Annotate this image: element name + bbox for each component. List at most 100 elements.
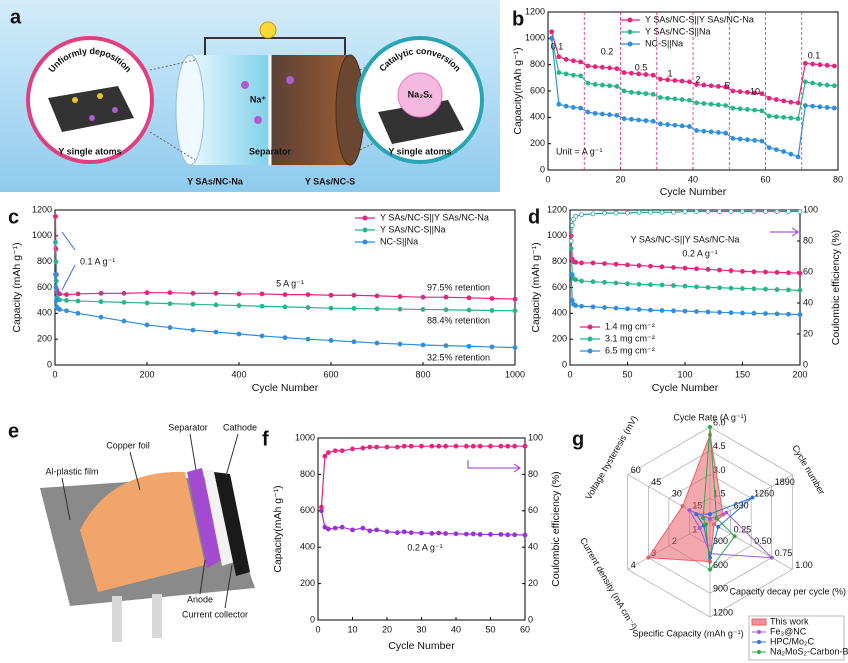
data-point <box>394 444 400 450</box>
data-point <box>686 79 692 85</box>
label: Current collector <box>182 609 248 619</box>
tick-label: 0.75 <box>775 548 793 558</box>
panel-letter: c <box>8 206 19 228</box>
data-point <box>568 246 574 252</box>
data-point <box>579 278 584 284</box>
data-point <box>708 129 714 135</box>
data-point <box>470 443 476 449</box>
data-point <box>419 443 424 449</box>
data-point <box>374 444 380 450</box>
data-point <box>797 287 803 293</box>
ion-label: Na⁺ <box>250 94 267 104</box>
data-point <box>360 525 366 531</box>
y2-tick-label: 40 <box>803 297 813 307</box>
data-point <box>590 304 596 310</box>
data-point <box>646 555 651 560</box>
data-point <box>705 309 711 315</box>
data-point <box>831 105 837 111</box>
tick-label: 1.00 <box>795 560 813 570</box>
data-point <box>429 443 435 449</box>
data-point <box>614 83 620 89</box>
data-point <box>625 281 630 287</box>
data-point <box>628 116 634 122</box>
y-tick-label: 0 <box>47 359 52 369</box>
data-point <box>568 238 574 244</box>
data-point <box>350 446 355 452</box>
y2-tick-label: 60 <box>803 266 813 276</box>
data-point <box>53 214 58 219</box>
data-point <box>443 531 449 536</box>
data-point <box>786 287 791 293</box>
data-point <box>466 343 472 349</box>
series-line <box>551 38 835 158</box>
data-point <box>599 82 605 88</box>
data-point <box>657 95 663 100</box>
data-point <box>643 91 649 97</box>
data-point <box>328 292 334 298</box>
data-point <box>730 135 736 141</box>
data-point <box>705 285 711 290</box>
data-point <box>556 54 562 60</box>
y-tick-label: 800 <box>37 256 52 266</box>
data-point <box>636 281 642 287</box>
data-point <box>751 286 757 292</box>
data-point <box>522 443 528 449</box>
leader <box>189 433 197 471</box>
copper-foil <box>80 471 205 592</box>
legend-marker <box>587 336 593 342</box>
left-circle-caption: Y single atoms <box>58 146 121 156</box>
x-tick-label: 400 <box>231 369 246 379</box>
data-point <box>682 308 688 314</box>
data-point <box>64 292 69 298</box>
tick-label: 300 <box>713 536 728 546</box>
x-tick-label: 30 <box>416 624 426 634</box>
data-point <box>831 63 837 69</box>
annotation: 88.4% retention <box>427 315 490 325</box>
data-point <box>144 322 150 328</box>
data-point <box>556 101 562 107</box>
data-point <box>665 77 671 83</box>
data-point <box>728 268 734 274</box>
legend-label: Y SAs/NC-S||Na <box>380 224 446 234</box>
data-point <box>744 107 750 112</box>
data-point <box>708 559 712 564</box>
data-point <box>636 209 642 215</box>
axis-label: Voltage hysteresis (mV) <box>583 414 639 501</box>
data-point <box>781 98 787 104</box>
data-point <box>625 262 630 268</box>
x-tick-label: 40 <box>688 174 698 184</box>
data-point <box>121 290 127 296</box>
arrow <box>467 460 521 473</box>
data-point <box>282 292 288 298</box>
x-axis-title: Cycle Number <box>660 186 727 198</box>
legend-label: Na₂MoS₂-Carbon-BASE <box>770 646 848 656</box>
tick-label: 0.25 <box>734 524 752 534</box>
panel-letter: e <box>8 420 19 442</box>
data-point <box>53 259 59 265</box>
legend-label: NC-S||Na <box>645 38 683 48</box>
data-point <box>781 114 787 120</box>
panel-letter: f <box>262 428 269 450</box>
data-point <box>259 333 265 339</box>
data-point <box>75 310 81 316</box>
data-point <box>659 282 665 288</box>
right-circle-caption: Y single atoms <box>388 146 451 156</box>
data-point <box>549 35 555 41</box>
annotation: 1 <box>667 68 672 78</box>
atom <box>89 115 95 121</box>
axis-label: Current density (mA cm⁻²) <box>578 536 639 632</box>
data-point <box>636 117 642 123</box>
data-point <box>259 291 265 297</box>
y2-tick-label: 60 <box>528 505 538 515</box>
leader <box>61 477 71 521</box>
tick-label: 4 <box>631 560 636 570</box>
data-point <box>498 532 504 537</box>
data-point <box>802 103 808 108</box>
legend-marker <box>757 650 761 654</box>
data-point <box>436 530 442 536</box>
data-point <box>694 512 699 517</box>
data-point <box>665 122 671 127</box>
data-point <box>236 303 242 308</box>
data-point <box>436 443 442 449</box>
data-point <box>259 303 265 309</box>
